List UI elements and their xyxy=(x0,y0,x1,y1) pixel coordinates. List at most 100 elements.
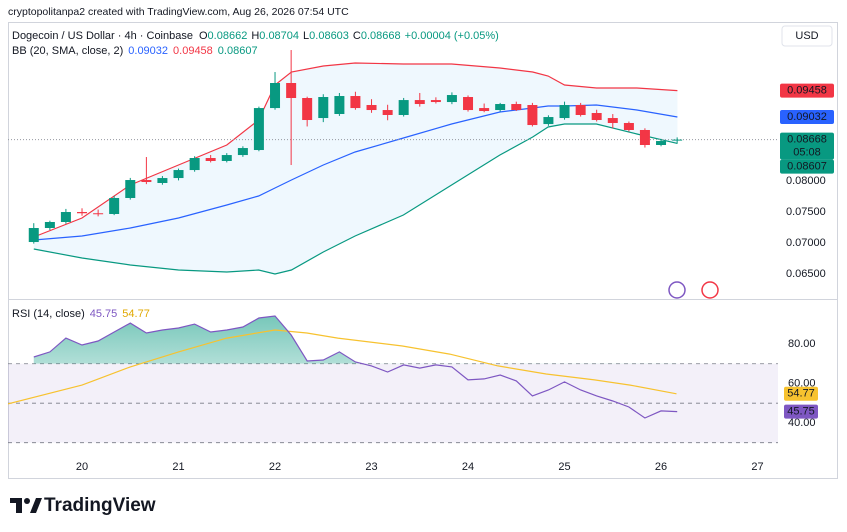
candle-body xyxy=(430,100,441,103)
x-tick-label: 21 xyxy=(172,461,184,473)
legend-rsi: RSI (14, close) 45.75 54.77 xyxy=(12,308,150,320)
logo-part xyxy=(24,498,30,504)
candle-body xyxy=(141,180,152,183)
rsi-pane xyxy=(8,315,778,444)
candle-body xyxy=(253,108,264,151)
symbol-title: Dogecoin / US Dollar · 4h · Coinbase xyxy=(12,30,193,42)
candle-body xyxy=(93,213,104,215)
candle-body xyxy=(511,104,522,111)
candle-body xyxy=(77,212,88,214)
legend-main: Dogecoin / US Dollar · 4h · Coinbase O0.0… xyxy=(12,30,499,42)
candle-body xyxy=(382,110,393,115)
candle-body xyxy=(527,105,538,126)
header: cryptopolitanpa2 created with TradingVie… xyxy=(8,6,349,18)
rsi-sma-marker-box xyxy=(784,386,818,401)
x-tick-label: 23 xyxy=(365,461,377,473)
logo xyxy=(10,498,42,513)
candle-body xyxy=(173,170,184,179)
rsi-value: 45.75 xyxy=(90,308,118,320)
rsi-tick-label: 60.00 xyxy=(788,377,816,389)
candle-body xyxy=(463,97,474,111)
last-price-marker: 0.08668 xyxy=(787,134,827,146)
rsi-overbought-fill xyxy=(33,315,363,364)
ohlc-value: 0.08668 xyxy=(361,30,401,42)
rsi-sma-marker: 54.77 xyxy=(787,388,815,400)
candle-body xyxy=(270,83,281,109)
candle-body xyxy=(286,83,297,99)
ohlc-value: 0.08662 xyxy=(208,30,248,42)
candle-body xyxy=(334,96,345,114)
candle-body xyxy=(44,221,55,229)
candle-body xyxy=(302,98,313,121)
bb-lower-value: 0.08607 xyxy=(218,45,258,57)
candle-body xyxy=(28,228,39,243)
x-tick-label: 22 xyxy=(269,461,281,473)
candle-body xyxy=(575,105,586,115)
rsi-sma-line xyxy=(8,329,677,405)
candle-body xyxy=(350,96,361,109)
bb-fill xyxy=(33,63,678,275)
ohlc-value: 0.08603 xyxy=(309,30,349,42)
last-price-marker-box xyxy=(780,132,834,160)
candle-body xyxy=(656,141,667,145)
bb-upper-marker: 0.09458 xyxy=(787,85,827,97)
bb-lower-marker-box xyxy=(780,159,834,174)
candle-body xyxy=(607,118,618,123)
candle-body xyxy=(495,104,506,111)
rsi-tick-label: 40.00 xyxy=(788,417,816,429)
ohlc-label: O xyxy=(199,30,208,42)
bb-lower-marker: 0.08607 xyxy=(787,161,827,173)
bb-upper-line xyxy=(33,62,678,238)
change: +0.00004 (+0.05%) xyxy=(405,30,499,42)
candle-body xyxy=(623,122,634,130)
bb-basis-value: 0.09032 xyxy=(128,45,168,57)
candle-body xyxy=(591,113,602,121)
currency-box[interactable] xyxy=(781,25,833,47)
rsi-sma-value: 54.77 xyxy=(122,308,150,320)
candle-body xyxy=(446,95,457,103)
bb-basis-marker: 0.09032 xyxy=(787,111,827,123)
event-icon[interactable] xyxy=(668,281,686,299)
bb-name: BB (20, SMA, close, 2) xyxy=(12,45,123,57)
currency[interactable]: USD xyxy=(795,30,818,42)
event-icon[interactable] xyxy=(701,281,719,299)
candle-body xyxy=(157,178,168,183)
bb-upper-value: 0.09458 xyxy=(173,45,213,57)
rsi-tick-label: 80.00 xyxy=(788,338,816,350)
plot-layer: 0.06500 0.07000 0.07500 0.08000 20 21 22 23 24 25… xyxy=(8,50,834,473)
candle-body xyxy=(237,148,248,156)
candle-body xyxy=(318,97,329,119)
ohlc-label: L xyxy=(303,30,309,42)
logo-part xyxy=(16,498,22,513)
x-tick-label: 26 xyxy=(655,461,667,473)
y-tick-label: 0.07500 xyxy=(786,206,826,218)
price-pane xyxy=(8,50,778,275)
candle-body xyxy=(109,198,120,214)
bb-lower-line xyxy=(33,123,678,275)
footer-brand: TradingView xyxy=(44,495,156,516)
candle-body xyxy=(125,180,136,199)
candle-body xyxy=(60,212,71,222)
ohlc-label: C xyxy=(353,30,361,42)
ohlc-label: H xyxy=(251,30,259,42)
frame xyxy=(8,22,838,479)
candle-body xyxy=(366,105,377,111)
x-tick-label: 25 xyxy=(558,461,570,473)
candle-body xyxy=(559,105,570,119)
bb-basis-marker-box xyxy=(780,110,834,125)
candle-body xyxy=(639,129,650,145)
y-tick-label: 0.08000 xyxy=(786,175,826,187)
bb-upper-marker-box xyxy=(780,83,834,98)
rsi-line xyxy=(33,315,678,419)
candle-body xyxy=(221,155,232,161)
x-tick-label: 27 xyxy=(751,461,763,473)
y-tick-label: 0.06500 xyxy=(786,268,826,280)
ohlc-value: 0.08704 xyxy=(259,30,299,42)
candle-body xyxy=(479,108,490,112)
x-tick-label: 20 xyxy=(76,461,88,473)
y-tick-label: 0.07000 xyxy=(786,237,826,249)
rsi-name: RSI (14, close) xyxy=(12,308,85,320)
candle-body xyxy=(672,139,683,141)
candle-body xyxy=(414,100,425,105)
